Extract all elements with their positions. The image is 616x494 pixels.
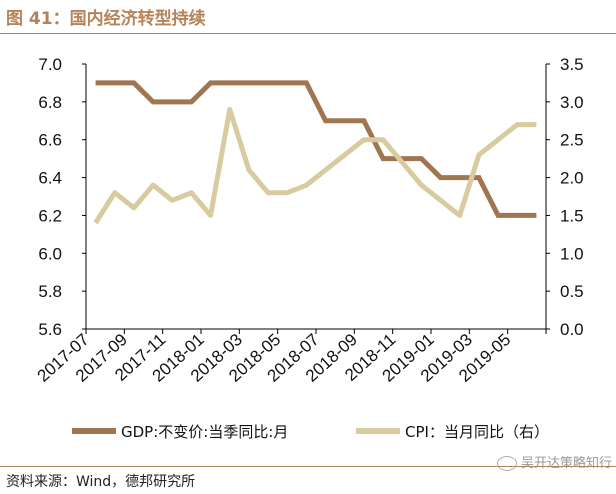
y-right-tick-label: 2.0 [560,169,584,188]
y-right-tick-label: 2.5 [560,131,584,150]
data-point-cpi [304,183,309,188]
series-line-gdp [95,80,537,218]
data-point-cpi [534,122,539,127]
data-point-cpi [227,107,232,112]
data-point-gdp [170,99,175,104]
data-point-gdp [151,99,156,104]
y-right-tick-label: 0.0 [560,320,584,339]
watermark-text: 吴开达策略知行 [520,456,612,471]
data-point-gdp [361,118,366,123]
data-point-cpi [189,190,194,195]
data-point-cpi [457,213,462,218]
y-right-tick-label: 0.5 [560,282,584,301]
y-right-tick-label: 1.5 [560,206,584,225]
data-point-cpi [438,198,443,203]
y-right-tick-label: 3.5 [560,55,584,74]
data-point-cpi [381,137,386,142]
data-point-gdp [304,80,309,85]
data-point-gdp [534,213,539,218]
data-point-cpi [131,205,136,210]
chart-axes [82,63,550,334]
data-point-cpi [93,221,98,226]
y-left-tick-label: 5.8 [38,282,62,301]
data-point-cpi [400,160,405,165]
y-left-tick-label: 6.6 [38,131,62,150]
data-point-gdp [476,175,481,180]
footer-divider [0,466,616,467]
y-right-tick-labels: 0.0 0.5 1.0 1.5 2.0 2.5 3.0 3.5 [560,55,584,339]
source-note: 资料来源：Wind，德邦研究所 [6,474,196,490]
data-point-cpi [323,168,328,173]
data-point-gdp [93,80,98,85]
figure-title: 图 41：国内经济转型持续 [6,9,206,29]
data-point-gdp [323,118,328,123]
y-left-tick-label: 5.6 [38,320,62,339]
y-left-tick-label: 6.8 [38,93,62,112]
data-point-gdp [342,118,347,123]
data-point-gdp [227,80,232,85]
data-point-gdp [208,80,213,85]
data-point-gdp [457,175,462,180]
data-point-gdp [189,99,194,104]
data-point-cpi [208,213,213,218]
data-point-cpi [419,183,424,188]
series-line-cpi [93,106,537,225]
watermark: 吴开达策略知行 [496,452,612,471]
legend: GDP:不变价:当季同比:月 CPI：当月同比（右） [72,423,549,441]
data-point-cpi [266,190,271,195]
legend-label-gdp: GDP:不变价:当季同比:月 [121,423,288,441]
data-point-gdp [112,80,117,85]
data-point-gdp [438,175,443,180]
data-point-gdp [419,156,424,161]
data-point-gdp [496,213,501,218]
data-point-cpi [170,198,175,203]
data-point-cpi [361,137,366,142]
y-left-tick-label: 6.2 [38,206,62,225]
wechat-icon [496,456,517,471]
data-point-cpi [342,152,347,157]
y-right-tick-label: 3.0 [560,93,584,112]
legend-label-cpi: CPI：当月同比（右） [405,423,549,441]
data-point-gdp [381,156,386,161]
y-left-tick-label: 7.0 [38,55,62,74]
x-tick-labels: 2017-072017-092017-112018-012018-032018-… [34,330,515,386]
data-point-cpi [476,152,481,157]
data-point-cpi [112,190,117,195]
data-point-cpi [246,168,251,173]
y-left-tick-labels: 5.6 5.8 6.0 6.2 6.4 6.6 6.8 7.0 [38,55,62,339]
title-divider [0,33,616,34]
data-point-gdp [515,213,520,218]
data-point-gdp [285,80,290,85]
y-right-tick-label: 1.0 [560,244,584,263]
data-point-cpi [496,137,501,142]
data-point-cpi [151,183,156,188]
data-point-cpi [285,190,290,195]
data-point-gdp [246,80,251,85]
data-point-cpi [515,122,520,127]
y-left-tick-label: 6.0 [38,244,62,263]
data-point-gdp [131,80,136,85]
y-left-tick-label: 6.4 [38,169,62,188]
data-point-gdp [266,80,271,85]
